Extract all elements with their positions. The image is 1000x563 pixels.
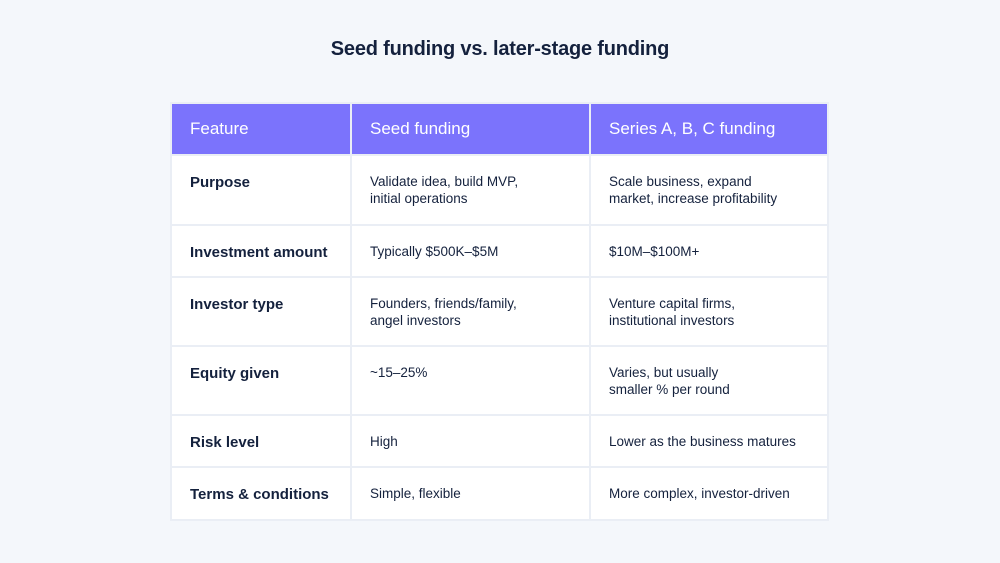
header-series-funding: Series A, B, C funding [591,104,827,154]
table-row: Terms & conditions Simple, flexible More… [172,468,827,519]
feature-cell: Investment amount [172,226,350,276]
table-row: Investment amount Typically $500K–$5M $1… [172,226,827,276]
seed-cell: High [352,416,589,466]
feature-cell: Risk level [172,416,350,466]
table-row: Risk level High Lower as the business ma… [172,416,827,466]
seed-cell: Simple, flexible [352,468,589,519]
feature-cell: Purpose [172,156,350,224]
seed-cell: Typically $500K–$5M [352,226,589,276]
feature-cell: Terms & conditions [172,468,350,519]
table-row: Equity given ~15–25% Varies, but usually… [172,347,827,414]
seed-cell: Founders, friends/family, angel investor… [352,278,589,345]
table-header-row: Feature Seed funding Series A, B, C fund… [172,104,827,154]
series-cell: $10M–$100M+ [591,226,827,276]
feature-cell: Investor type [172,278,350,345]
page-title: Seed funding vs. later-stage funding [330,38,670,60]
series-cell: More complex, investor-driven [591,468,827,519]
series-cell: Venture capital firms, institutional inv… [591,278,827,345]
series-cell: Scale business, expand market, increase … [591,156,827,224]
feature-cell: Equity given [172,347,350,414]
series-cell: Varies, but usually smaller % per round [591,347,827,414]
header-seed-funding: Seed funding [352,104,589,154]
comparison-table: Feature Seed funding Series A, B, C fund… [170,102,829,521]
header-feature: Feature [172,104,350,154]
seed-cell: Validate idea, build MVP, initial operat… [352,156,589,224]
seed-cell: ~15–25% [352,347,589,414]
table-row: Investor type Founders, friends/family, … [172,278,827,345]
series-cell: Lower as the business matures [591,416,827,466]
table-row: Purpose Validate idea, build MVP, initia… [172,156,827,224]
